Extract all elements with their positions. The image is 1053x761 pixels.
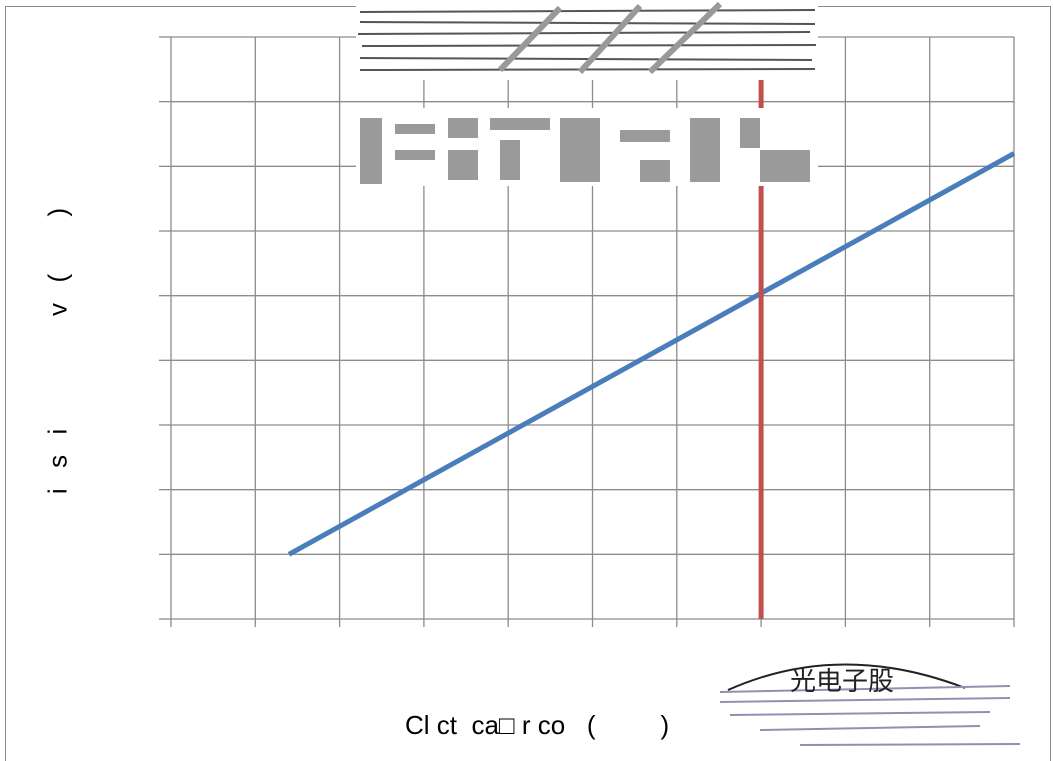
axis-ticks [159, 36, 1015, 627]
series-line-0 [287, 151, 1016, 557]
x-axis-label: Cl ct ca□ r co ( ) [405, 710, 670, 740]
y-axis-label: i s i v ( ) [42, 205, 73, 495]
header-noise-watermark [356, 0, 818, 186]
stamp-text: 光电子股 [790, 667, 894, 697]
stamp-seal: 光电子股 [719, 663, 1021, 746]
